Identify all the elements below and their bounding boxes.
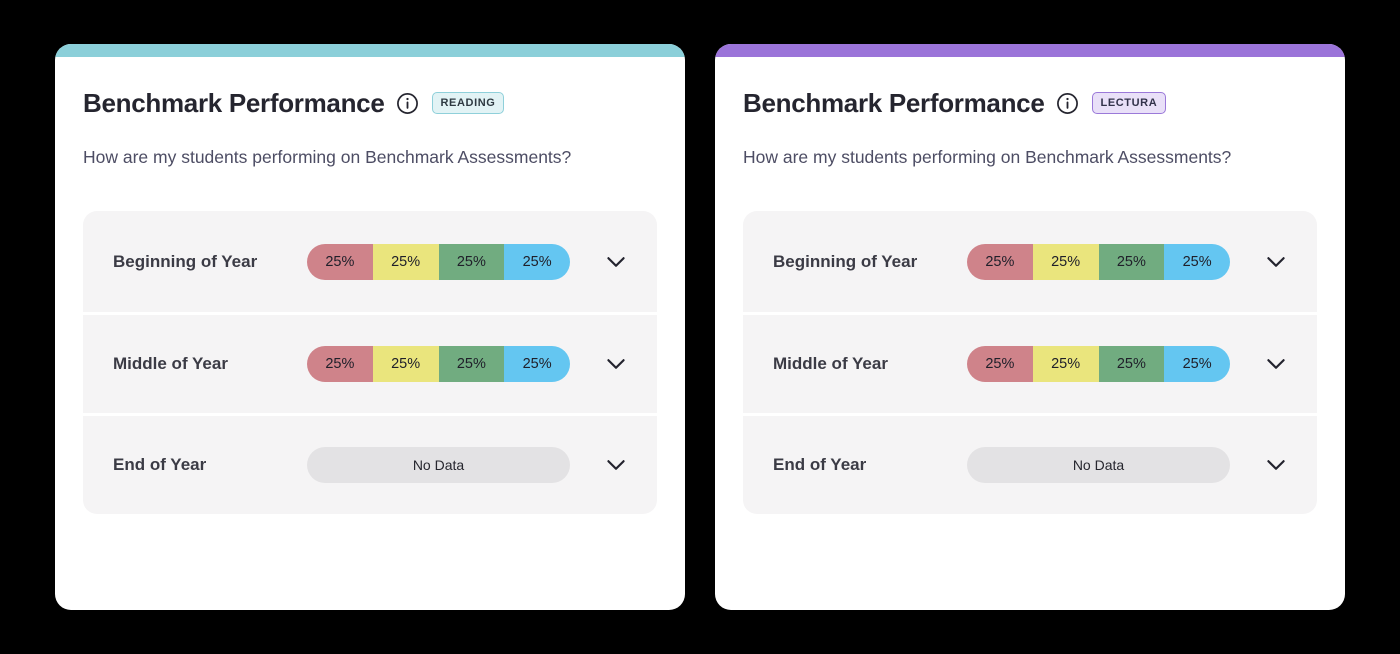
bar-segment-green: 25% (1098, 346, 1165, 382)
bar-segment-yellow: 25% (372, 346, 439, 382)
bar-segment-red: 25% (967, 243, 1033, 280)
benchmark-performance-card-lectura: Benchmark Performance LECTURA How are my… (715, 44, 1345, 610)
bar-segment-green: 25% (438, 346, 505, 382)
bar-segment-green: 25% (438, 243, 505, 280)
bar-segment-yellow: 25% (1032, 243, 1099, 280)
row-label: End of Year (113, 455, 207, 474)
chevron-down-icon[interactable] (603, 249, 629, 275)
card-content: Benchmark Performance LECTURA How are my… (715, 57, 1345, 514)
card-subtitle: How are my students performing on Benchm… (83, 147, 572, 167)
chevron-down-icon[interactable] (1263, 452, 1289, 478)
card-header: Benchmark Performance READING (83, 88, 657, 118)
bar-segment-blue: 25% (504, 346, 570, 382)
performance-distribution-bar: 25% 25% 25% 25% (967, 346, 1230, 382)
page-title: Benchmark Performance (83, 87, 385, 118)
benchmark-performance-card-reading: Benchmark Performance READING How are my… (55, 44, 685, 610)
benchmark-row-end-of-year[interactable]: End of Year No Data (743, 413, 1317, 514)
chevron-down-icon[interactable] (603, 452, 629, 478)
bar-segment-blue: 25% (1164, 346, 1230, 382)
card-accent-bar (715, 44, 1345, 57)
bar-segment-red: 25% (307, 346, 373, 382)
no-data-pill: No Data (967, 447, 1230, 483)
card-content: Benchmark Performance READING How are my… (55, 57, 685, 514)
bar-segment-green: 25% (1098, 243, 1165, 280)
subject-badge: LECTURA (1091, 92, 1167, 114)
bar-segment-yellow: 25% (1032, 346, 1099, 382)
bar-segment-blue: 25% (1164, 243, 1230, 280)
row-label: Beginning of Year (773, 251, 918, 271)
chevron-down-icon[interactable] (1263, 249, 1289, 275)
benchmark-row-end-of-year[interactable]: End of Year No Data (83, 413, 657, 514)
bar-segment-red: 25% (307, 243, 373, 280)
bar-segment-yellow: 25% (372, 243, 439, 280)
benchmark-row-middle-of-year[interactable]: Middle of Year 25% 25% 25% 25% (743, 312, 1317, 413)
benchmark-rows-panel: Beginning of Year 25% 25% 25% 25% Middle… (743, 211, 1317, 514)
bar-segment-blue: 25% (504, 243, 570, 280)
chevron-down-icon[interactable] (1263, 351, 1289, 377)
subject-badge: READING (431, 92, 505, 114)
chevron-down-icon[interactable] (603, 351, 629, 377)
performance-distribution-bar: 25% 25% 25% 25% (307, 346, 570, 382)
page-title: Benchmark Performance (743, 87, 1045, 118)
card-header: Benchmark Performance LECTURA (743, 88, 1317, 118)
row-label: Beginning of Year (113, 251, 258, 271)
benchmark-row-middle-of-year[interactable]: Middle of Year 25% 25% 25% 25% (83, 312, 657, 413)
benchmark-row-beginning-of-year[interactable]: Beginning of Year 25% 25% 25% 25% (743, 211, 1317, 312)
row-label: Middle of Year (113, 354, 228, 373)
no-data-pill: No Data (307, 447, 570, 483)
performance-distribution-bar: 25% 25% 25% 25% (307, 243, 570, 280)
row-label: End of Year (773, 455, 867, 474)
benchmark-rows-panel: Beginning of Year 25% 25% 25% 25% Middle… (83, 211, 657, 514)
info-icon[interactable] (1056, 92, 1079, 115)
bar-segment-red: 25% (967, 346, 1033, 382)
performance-distribution-bar: 25% 25% 25% 25% (967, 243, 1230, 280)
row-label: Middle of Year (773, 354, 888, 373)
benchmark-row-beginning-of-year[interactable]: Beginning of Year 25% 25% 25% 25% (83, 211, 657, 312)
card-subtitle: How are my students performing on Benchm… (743, 147, 1232, 167)
card-accent-bar (55, 44, 685, 57)
info-icon[interactable] (396, 92, 419, 115)
